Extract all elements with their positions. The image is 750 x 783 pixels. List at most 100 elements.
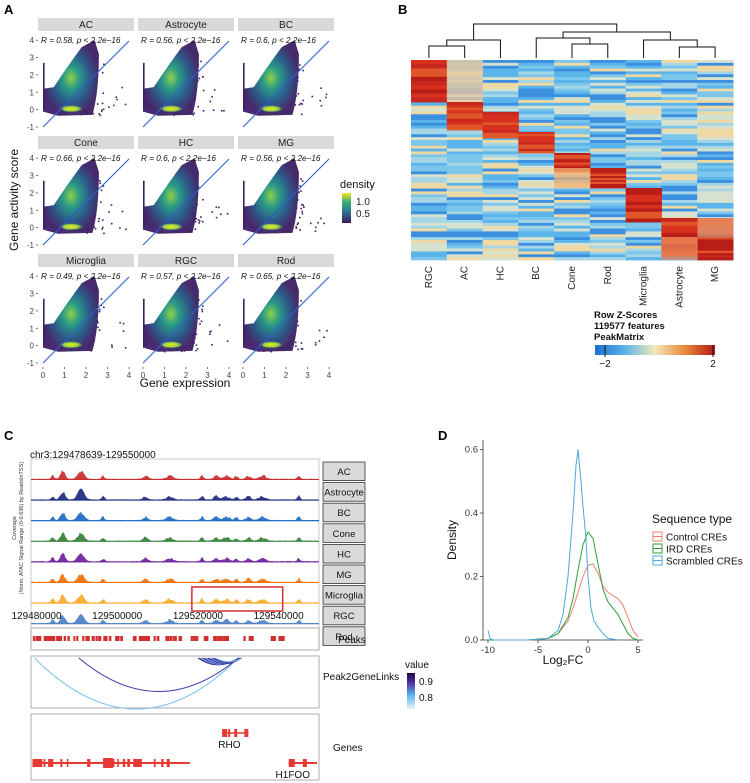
outlier-point: [323, 336, 325, 339]
heatmap-hot-cell: [446, 107, 484, 111]
heatmap-cell: [697, 142, 734, 147]
facet-strip: [38, 136, 134, 149]
zero-row: [43, 227, 63, 230]
heatmap-cell: [589, 80, 627, 84]
correlation-stat: R = 0.66, p < 2.2e−16: [41, 154, 121, 163]
scatter-point: [202, 198, 204, 201]
heatmap-cell: [661, 122, 698, 127]
heatmap-cell: [482, 151, 519, 155]
scatter-point: [192, 113, 194, 116]
heatmap-hot-cell: [482, 135, 519, 139]
heatmap-hot-cell: [625, 218, 662, 223]
scatter-point: [297, 324, 299, 327]
zero-column: [143, 298, 145, 346]
panel-c: chr3:129478639-129550000 Coverage (Norm. A…: [11, 450, 433, 781]
track-label-box: [322, 461, 366, 482]
facet-title: Microglia: [66, 256, 106, 267]
peak-mark: [98, 636, 102, 641]
heatmap-cell: [446, 208, 484, 212]
heatmap-hot-cell: [589, 180, 627, 183]
heatmap-cell: [589, 228, 627, 232]
heatmap-hot-cell: [482, 127, 519, 131]
heatmap-cell: [446, 134, 484, 138]
track-label: Cone: [333, 529, 356, 540]
heatmap-cell: [446, 228, 484, 232]
heatmap-cell: [697, 188, 734, 192]
heatmap-cell: [482, 85, 519, 89]
heatmap-cell: [589, 71, 627, 75]
gene-exon: [288, 759, 295, 767]
y-tick-label: 2: [30, 71, 35, 80]
heatmap-cell: [697, 211, 734, 215]
facet-ac: AC R = 0.58, p < 2.2e−16 -1 0 1 2 3 4: [27, 18, 134, 132]
gene-exon: [139, 759, 142, 767]
heatmap-cell: [589, 245, 627, 249]
heatmap-cell: [661, 197, 698, 201]
scatter-point: [300, 190, 302, 192]
peak-mark: [73, 636, 76, 641]
coverage-track: [30, 469, 320, 480]
peak-mark: [51, 636, 56, 641]
heatmap-hot-cell: [482, 125, 519, 128]
coverage-track: [30, 552, 320, 563]
heatmap-cell: [482, 217, 519, 221]
gene-name: RHO: [218, 740, 240, 751]
heatmap-hot-cell: [446, 104, 484, 108]
heatmap-cell: [697, 125, 734, 129]
heatmap-cell: [697, 200, 734, 204]
outlier-point: [122, 330, 125, 332]
heatmap-hot-cell: [625, 191, 662, 196]
scatter-point: [300, 300, 302, 302]
heatmap-hot-cell: [625, 201, 662, 206]
heatmap-hot-cell: [518, 136, 555, 139]
outlier-point: [325, 96, 327, 99]
heatmap-cell: [446, 257, 484, 261]
heatmap-cell: [589, 208, 627, 212]
outlier-point: [218, 324, 221, 326]
scatter-point: [99, 114, 102, 117]
gene-exon: [234, 729, 238, 737]
density-cloud: [243, 276, 299, 352]
heatmap-cell: [446, 182, 484, 187]
gene-exon: [48, 759, 51, 767]
scatter-point: [297, 222, 299, 224]
heatmap-hot-cell: [518, 144, 555, 148]
heatmap-cell: [661, 108, 698, 112]
heatmap-cell: [697, 91, 734, 95]
heatmap-cell: [589, 77, 627, 81]
zero-column: [243, 62, 245, 110]
x-tick-label: 2: [284, 371, 289, 380]
gene-exon: [127, 759, 131, 767]
heatmap-cell: [411, 162, 448, 167]
heatmap-cell: [554, 245, 591, 249]
heatmap-hot-cell: [446, 118, 484, 122]
heatmap-cell: [554, 200, 591, 204]
heatmap-cell: [518, 120, 555, 124]
zero-row: [243, 109, 263, 112]
heatmap-cell: [518, 174, 555, 178]
heatmap-cell: [697, 117, 734, 121]
heatmap-cell: [518, 225, 555, 229]
scatter-point: [202, 76, 204, 78]
dendrogram-branch: [678, 46, 716, 58]
heatmap-cell: [554, 134, 591, 138]
scatter-point: [198, 317, 200, 320]
heatmap-cell: [661, 65, 698, 69]
heatmap-cell: [589, 202, 627, 207]
heatmap-cell: [446, 185, 484, 189]
heatmap-cell: [589, 142, 627, 147]
scatter-point: [194, 228, 197, 230]
heatmap-hot-cell: [482, 132, 519, 136]
outlier-point: [111, 344, 113, 347]
facet-cone: Cone R = 0.66, p < 2.2e−16 -1 0 1 2 3 4: [27, 136, 134, 250]
heatmap-cell: [518, 237, 555, 241]
heatmap-cell: [518, 125, 555, 129]
density-cloud: [143, 40, 199, 116]
coverage-track: [30, 531, 320, 542]
heatmap-cell: [589, 97, 627, 101]
heatmap-cell: [446, 197, 484, 201]
heatmap-cell: [589, 237, 627, 241]
heatmap-cell: [518, 257, 555, 261]
heatmap-cell: [411, 245, 448, 249]
scatter-point: [102, 185, 105, 187]
